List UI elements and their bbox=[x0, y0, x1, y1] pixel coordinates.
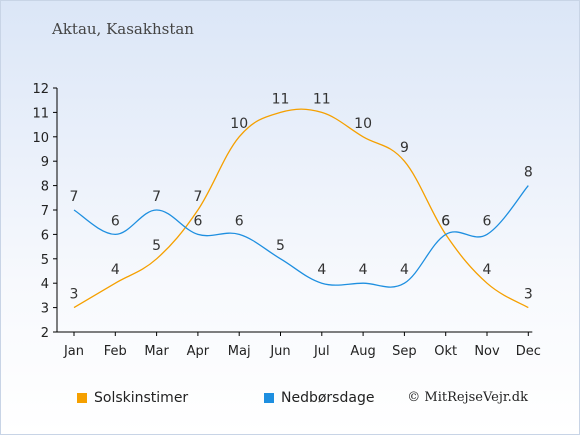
data-label: 6 bbox=[483, 213, 492, 229]
series-line-1 bbox=[73, 185, 529, 288]
data-label: 3 bbox=[70, 287, 79, 303]
y-tick-label: 11 bbox=[32, 106, 49, 121]
y-tick-label: 2 bbox=[41, 326, 49, 341]
data-label: 11 bbox=[272, 91, 290, 107]
data-label: 6 bbox=[441, 213, 450, 229]
y-tick-label: 5 bbox=[41, 253, 49, 268]
legend-item-rain-days: Nedbørsdage bbox=[264, 390, 374, 406]
data-label: 8 bbox=[524, 165, 533, 181]
data-label: 9 bbox=[400, 140, 409, 156]
data-label: 7 bbox=[152, 189, 161, 205]
legend-item-sunshine: Solskinstimer bbox=[77, 390, 188, 406]
y-tick-label: 3 bbox=[41, 302, 49, 317]
x-tick-label: Jan bbox=[63, 344, 84, 359]
data-label: 7 bbox=[70, 189, 79, 205]
x-tick-label: Mar bbox=[144, 344, 169, 359]
data-label: 6 bbox=[235, 213, 244, 229]
data-label: 6 bbox=[193, 213, 202, 229]
data-label: 4 bbox=[111, 262, 120, 278]
y-tick-label: 6 bbox=[41, 228, 49, 243]
y-tick-label: 4 bbox=[41, 277, 49, 292]
x-tick-label: Aug bbox=[350, 344, 375, 359]
data-label: 10 bbox=[354, 116, 372, 132]
x-tick-label: Maj bbox=[228, 344, 251, 359]
x-tick-label: Jun bbox=[269, 344, 290, 359]
data-label: 4 bbox=[483, 262, 492, 278]
x-tick-label: Feb bbox=[104, 344, 127, 359]
x-tick-label: Jul bbox=[313, 344, 330, 359]
data-label: 4 bbox=[359, 262, 368, 278]
data-label: 3 bbox=[524, 287, 533, 303]
series-line-0 bbox=[73, 108, 529, 309]
data-label: 11 bbox=[313, 91, 331, 107]
legend-label-sunshine: Solskinstimer bbox=[94, 390, 189, 406]
x-tick-label: Sep bbox=[392, 344, 417, 359]
data-label: 6 bbox=[111, 213, 120, 229]
legend-swatch-rain-days bbox=[264, 393, 274, 403]
y-tick-label: 8 bbox=[41, 180, 49, 195]
data-label: 5 bbox=[276, 238, 285, 254]
data-label: 10 bbox=[230, 116, 248, 132]
legend-label-rain-days: Nedbørsdage bbox=[281, 390, 375, 406]
x-tick-label: Dec bbox=[516, 344, 541, 359]
x-tick-label: Apr bbox=[187, 344, 210, 359]
y-tick-label: 7 bbox=[41, 204, 49, 219]
x-tick-label: Nov bbox=[474, 344, 500, 359]
y-tick-label: 9 bbox=[41, 155, 49, 170]
data-label: 6 bbox=[441, 213, 450, 229]
data-label: 4 bbox=[317, 262, 326, 278]
line-chart: 2 3 4 5 6 7 8 9 10 11 12 Jan Feb Mar Apr Maj Jun Jul Aug Se… bbox=[32, 82, 541, 359]
data-label: 4 bbox=[400, 262, 409, 278]
data-label: 5 bbox=[152, 238, 161, 254]
y-tick-label: 12 bbox=[32, 82, 49, 97]
y-tick-label: 10 bbox=[32, 131, 49, 146]
data-label: 7 bbox=[193, 189, 202, 205]
chart-title: Aktau, Kasakhstan bbox=[52, 20, 194, 38]
site-credit: © MitRejseVejr.dk bbox=[407, 390, 528, 405]
x-tick-label: Okt bbox=[434, 344, 457, 359]
legend-swatch-sunshine bbox=[77, 393, 87, 403]
